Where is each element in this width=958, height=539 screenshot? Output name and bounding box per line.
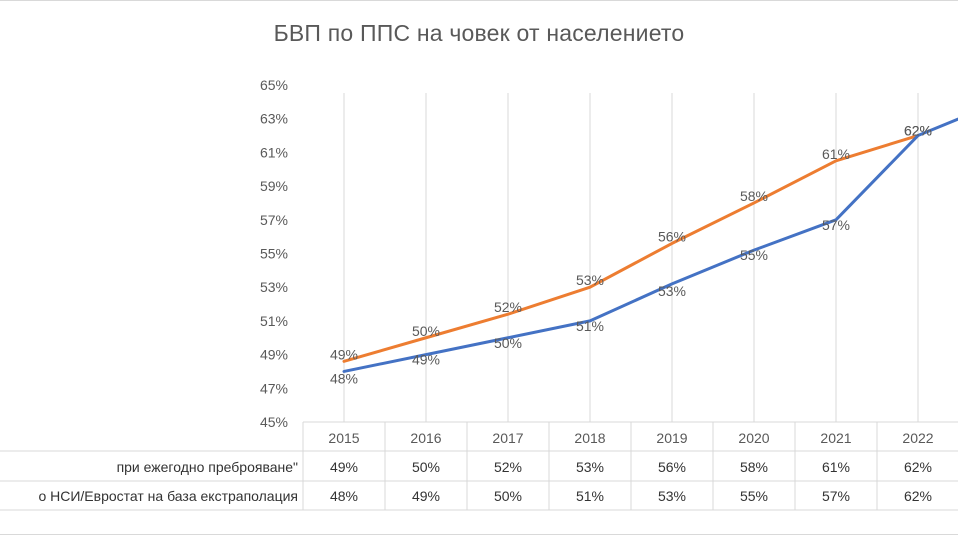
table-cell: 50% xyxy=(412,459,440,475)
data-label: 57% xyxy=(822,217,850,233)
y-tick-label: 61% xyxy=(260,144,288,160)
data-label: 62% xyxy=(904,123,932,139)
x-category-label: 2017 xyxy=(492,430,523,446)
chart-title: БВП по ППС на човек от населението xyxy=(273,20,685,46)
series-row-label: при ежегодно преброяване" xyxy=(117,459,298,475)
data-label: 48% xyxy=(330,370,358,386)
data-label: 52% xyxy=(494,299,522,315)
y-tick-label: 65% xyxy=(260,77,288,93)
series-line xyxy=(342,117,958,373)
data-label: 51% xyxy=(576,318,604,334)
table-cell: 62% xyxy=(904,488,932,504)
table-cell: 49% xyxy=(330,459,358,475)
series-line xyxy=(342,134,920,363)
data-label: 50% xyxy=(494,335,522,351)
y-tick-label: 47% xyxy=(260,380,288,396)
x-category-label: 2015 xyxy=(328,430,359,446)
table-cell: 53% xyxy=(576,459,604,475)
table-cell: 51% xyxy=(576,488,604,504)
table-cell: 52% xyxy=(494,459,522,475)
top-rule xyxy=(0,0,958,1)
x-category-label: 2016 xyxy=(410,430,441,446)
series-row-label: о НСИ/Евростат на база екстраполация xyxy=(38,488,298,504)
data-label: 55% xyxy=(740,247,768,263)
y-tick-label: 55% xyxy=(260,246,288,262)
y-tick-label: 51% xyxy=(260,313,288,329)
data-label: 56% xyxy=(658,228,686,244)
table-cell: 50% xyxy=(494,488,522,504)
table-cell: 61% xyxy=(822,459,850,475)
data-label: 58% xyxy=(740,188,768,204)
table-cell: 55% xyxy=(740,488,768,504)
y-tick-label: 57% xyxy=(260,212,288,228)
table-cell: 49% xyxy=(412,488,440,504)
table-cell: 48% xyxy=(330,488,358,504)
table-cell: 53% xyxy=(658,488,686,504)
data-label: 50% xyxy=(412,323,440,339)
y-tick-label: 59% xyxy=(260,178,288,194)
bottom-rule xyxy=(0,534,958,535)
data-label: 53% xyxy=(658,283,686,299)
x-category-label: 2021 xyxy=(820,430,851,446)
x-category-label: 2019 xyxy=(656,430,687,446)
x-category-label: 2018 xyxy=(574,430,605,446)
x-category-label: 2022 xyxy=(902,430,933,446)
y-tick-label: 45% xyxy=(260,414,288,430)
table-cell: 62% xyxy=(904,459,932,475)
x-category-label: 2020 xyxy=(738,430,769,446)
data-label: 49% xyxy=(412,352,440,368)
data-label: 53% xyxy=(576,272,604,288)
table-cell: 57% xyxy=(822,488,850,504)
data-label: 49% xyxy=(330,346,358,362)
y-tick-label: 53% xyxy=(260,279,288,295)
table-cell: 56% xyxy=(658,459,686,475)
data-label: 62% xyxy=(904,123,932,139)
data-label: 61% xyxy=(822,146,850,162)
table-cell: 58% xyxy=(740,459,768,475)
y-tick-label: 63% xyxy=(260,111,288,127)
y-tick-label: 49% xyxy=(260,347,288,363)
